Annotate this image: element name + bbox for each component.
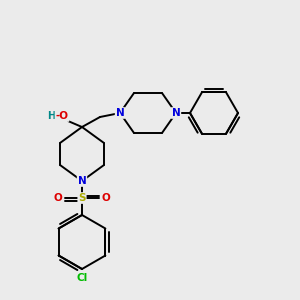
- Text: N: N: [116, 108, 124, 118]
- Text: N: N: [78, 176, 86, 186]
- Text: Cl: Cl: [76, 273, 88, 283]
- Text: S: S: [78, 193, 86, 203]
- Text: O: O: [102, 193, 110, 203]
- Text: N: N: [172, 108, 180, 118]
- Text: O: O: [54, 193, 62, 203]
- Text: -O: -O: [56, 111, 68, 121]
- Text: H: H: [47, 111, 55, 121]
